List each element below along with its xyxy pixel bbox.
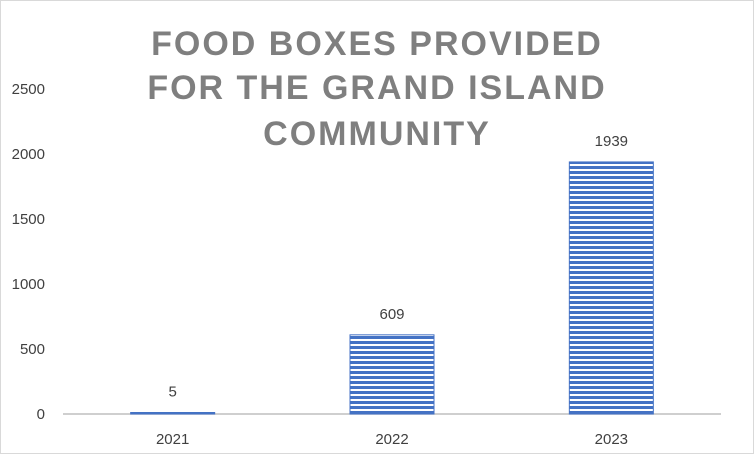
x-tick-label: 2021 bbox=[156, 431, 189, 448]
y-tick-label: 0 bbox=[37, 406, 45, 423]
x-axis: 2021 2022 2023 bbox=[156, 431, 628, 448]
chart-title-line-2: FOR THE GRAND ISLAND bbox=[147, 69, 606, 107]
y-tick-label: 500 bbox=[20, 341, 45, 358]
chart-title: FOOD BOXES PROVIDED FOR THE GRAND ISLAND… bbox=[147, 25, 606, 153]
bar-2021 bbox=[130, 412, 216, 415]
y-tick-label: 1000 bbox=[12, 276, 45, 293]
data-label-2023: 1939 bbox=[595, 133, 628, 150]
chart-title-line-1: FOOD BOXES PROVIDED bbox=[151, 25, 603, 63]
y-axis: 0 500 1000 1500 2000 2500 bbox=[12, 81, 45, 423]
data-labels: 5 609 1939 bbox=[168, 133, 628, 401]
y-tick-label: 2500 bbox=[12, 81, 45, 98]
y-tick-label: 1500 bbox=[12, 211, 45, 228]
data-label-2021: 5 bbox=[168, 384, 176, 401]
y-tick-label: 2000 bbox=[12, 146, 45, 163]
x-tick-label: 2022 bbox=[375, 431, 408, 448]
bar-series bbox=[130, 161, 654, 415]
chart-title-line-3: COMMUNITY bbox=[263, 115, 491, 153]
bar-2023 bbox=[568, 161, 654, 415]
x-tick-label: 2023 bbox=[595, 431, 628, 448]
data-label-2022: 609 bbox=[379, 306, 404, 323]
bar-2022 bbox=[349, 334, 435, 415]
